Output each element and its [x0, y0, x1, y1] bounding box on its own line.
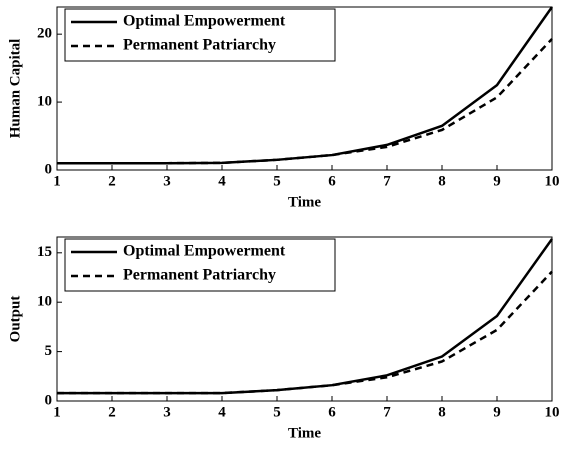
x-tick-label: 1 — [53, 404, 61, 420]
x-axis-label: Time — [288, 194, 321, 210]
x-axis-label: Time — [288, 425, 321, 441]
y-tick-label: 5 — [45, 343, 53, 359]
x-tick-label: 2 — [108, 173, 116, 189]
series-line — [57, 238, 554, 395]
y-tick-label: 15 — [37, 244, 52, 260]
y-tick-label: 10 — [37, 94, 52, 110]
legend-label: Permanent Patriarchy — [123, 37, 276, 54]
x-tick-label: 10 — [545, 173, 560, 189]
x-tick-label: 7 — [383, 404, 391, 420]
plot-frame — [56, 6, 553, 171]
legend-label: Optimal Empowerment — [123, 243, 286, 260]
y-tick-label: 0 — [45, 161, 53, 177]
x-tick-label: 6 — [328, 173, 336, 189]
legend-label: Optimal Empowerment — [123, 13, 286, 30]
x-tick-label: 5 — [273, 404, 281, 420]
x-tick-label: 4 — [218, 173, 226, 189]
legend-box — [64, 8, 336, 62]
x-tick-label: 1 — [53, 173, 61, 189]
x-tick-label: 2 — [108, 404, 116, 420]
x-tick-label: 8 — [438, 173, 446, 189]
y-axis-label: Human Capital — [7, 39, 23, 139]
x-tick-label: 10 — [545, 404, 560, 420]
x-tick-label: 8 — [438, 404, 446, 420]
y-tick-label: 20 — [37, 26, 52, 42]
y-tick-label: 10 — [37, 294, 52, 310]
x-tick-label: 4 — [218, 404, 226, 420]
x-tick-label: 6 — [328, 404, 336, 420]
legend-label: Permanent Patriarchy — [123, 267, 276, 284]
x-tick-label: 3 — [163, 173, 171, 189]
y-axis-label: Output — [7, 296, 23, 343]
series-line — [57, 6, 554, 165]
x-tick-label: 7 — [383, 173, 391, 189]
x-tick-label: 5 — [273, 173, 281, 189]
series-line — [57, 38, 553, 165]
plot-frame — [56, 236, 553, 402]
legend-box — [64, 238, 336, 292]
x-tick-label: 9 — [493, 173, 501, 189]
x-tick-label: 9 — [493, 404, 501, 420]
y-tick-label: 0 — [45, 392, 53, 408]
x-tick-label: 3 — [163, 404, 171, 420]
